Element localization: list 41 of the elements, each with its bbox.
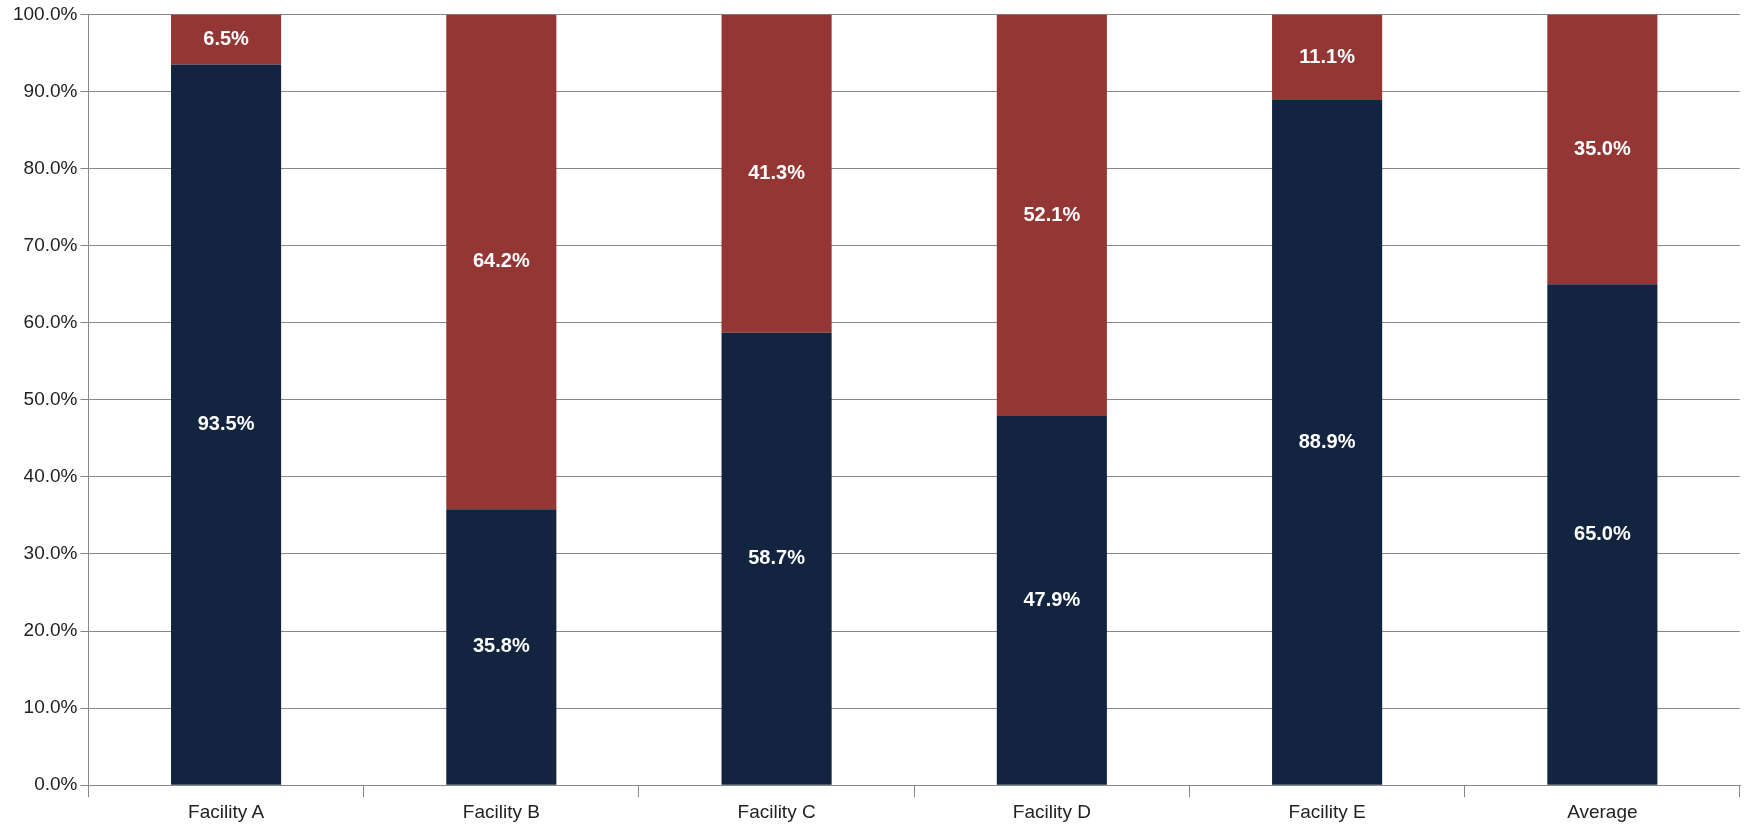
x-tick-label: Facility E (1288, 800, 1366, 822)
bar (171, 64, 282, 785)
y-tick-label: 70.0% (23, 233, 78, 255)
data-label: 65.0% (1574, 521, 1631, 544)
y-tick-label: 30.0% (23, 542, 78, 564)
bar (996, 415, 1107, 785)
y-tick-label: 100.0% (12, 2, 78, 24)
y-tick-label: 60.0% (23, 310, 78, 332)
y-tick-label: 40.0% (23, 465, 78, 487)
y-tick-label: 0.0% (34, 773, 78, 795)
bar (1272, 14, 1383, 100)
data-label: 35.8% (472, 634, 530, 657)
data-label: 58.7% (748, 546, 806, 569)
bar (1547, 14, 1658, 285)
x-tick-label: Facility B (462, 800, 540, 822)
data-label: 93.5% (197, 412, 255, 435)
x-tick-label: Facility A (188, 800, 265, 822)
x-tick-label: Facility C (737, 800, 816, 822)
data-label: 52.1% (1023, 202, 1081, 225)
data-label: 64.2% (472, 249, 530, 272)
y-tick-label: 10.0% (23, 696, 78, 718)
x-tick-label: Facility D (1012, 800, 1091, 822)
y-tick-label: 20.0% (23, 619, 78, 641)
bar (1272, 99, 1383, 785)
data-label: 47.9% (1023, 587, 1081, 610)
data-label: 35.0% (1574, 136, 1631, 159)
data-label: 11.1% (1299, 44, 1356, 67)
y-tick-label: 50.0% (23, 388, 78, 410)
data-label: 41.3% (748, 161, 806, 184)
data-label: 88.9% (1298, 429, 1356, 452)
bar (1547, 284, 1658, 785)
bar (446, 509, 557, 785)
y-tick-label: 80.0% (23, 156, 78, 178)
y-tick-label: 90.0% (23, 79, 78, 101)
bar (996, 14, 1107, 416)
bar (721, 14, 832, 333)
bar (171, 14, 282, 65)
data-label: 6.5% (203, 26, 250, 49)
bar (721, 332, 832, 785)
bar (446, 14, 557, 510)
x-tick-label: Average (1567, 800, 1638, 822)
